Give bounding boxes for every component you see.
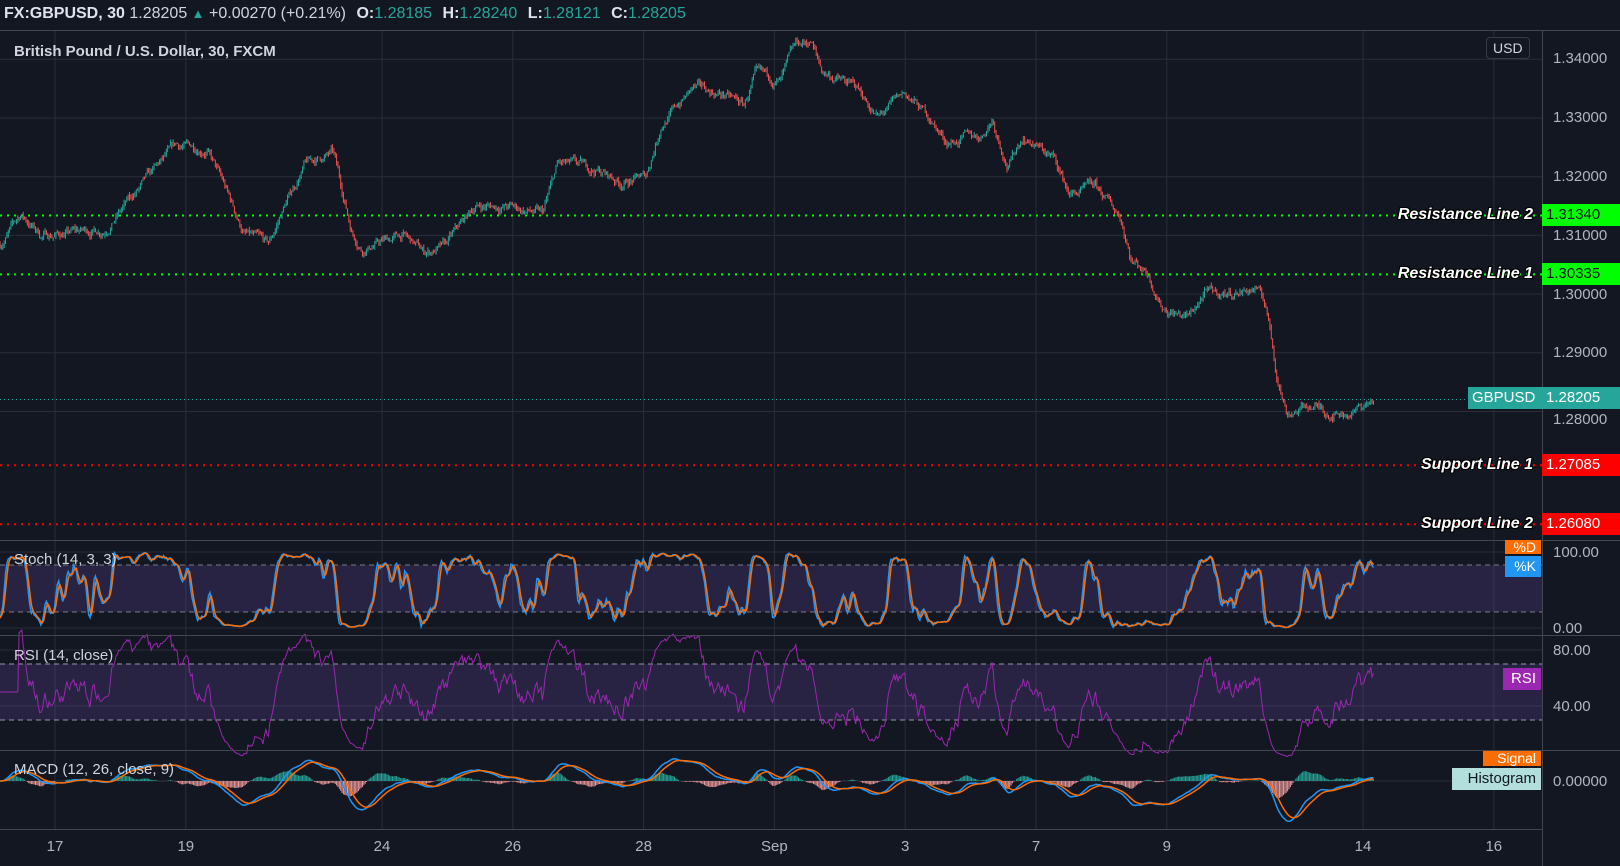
time-label: 19: [177, 838, 195, 855]
time-label: 28: [635, 838, 652, 855]
low-label: L:: [527, 5, 543, 22]
macd-line: [0, 757, 1374, 823]
time-label: 26: [504, 838, 522, 855]
close-value: 1.28205: [628, 5, 686, 22]
time-label: 14: [1354, 838, 1372, 855]
indicators: [0, 550, 1375, 823]
candles: [0, 37, 1374, 423]
level-price-tag: 1.26080: [1542, 513, 1620, 536]
macd-signal-legend: Signal: [1483, 751, 1541, 766]
time-label: 3: [901, 838, 910, 855]
price-tick: 1.30000: [1553, 286, 1608, 304]
stoch-d-legend: %D: [1505, 540, 1541, 554]
stoch-k-legend: %K: [1505, 556, 1541, 577]
price-tick: 1.28000: [1553, 411, 1608, 429]
stoch-tick-0: 0.00: [1553, 620, 1583, 637]
close-label: C:: [611, 5, 629, 22]
level-lines: [0, 214, 1542, 526]
rsi-band: [0, 664, 1542, 720]
high-value: 1.28240: [459, 5, 518, 22]
level-label: Support Line 1: [1421, 456, 1533, 474]
currency-button[interactable]: USD: [1486, 37, 1530, 59]
open-label: O:: [356, 5, 375, 22]
time-label: 7: [1031, 838, 1041, 855]
level-label: Resistance Line 2: [1397, 206, 1533, 224]
macd-pane-title: MACD (12, 26, close, 9): [14, 761, 175, 778]
up-arrow-icon: ▲: [191, 6, 205, 21]
time-label: 16: [1485, 838, 1503, 855]
symbol-header: FX:GBPUSD, 30 1.28205 ▲ +0.00270 (+0.21%…: [0, 0, 1620, 30]
price-tick: 1.32000: [1553, 167, 1608, 185]
symbol-label: FX:GBPUSD, 30: [4, 5, 125, 22]
stoch-d-line: [0, 552, 1375, 629]
rsi-tick-80: 80.00: [1553, 642, 1591, 659]
open-value: 1.28185: [374, 5, 433, 22]
main-pane-title: British Pound / U.S. Dollar, 30, FXCM: [14, 43, 276, 60]
level-price-tag: 1.30335: [1542, 263, 1620, 286]
rsi-line: [0, 629, 1374, 757]
stoch-tick-100: 100.00: [1553, 544, 1599, 561]
price-change: +0.00270 (+0.21%): [209, 5, 346, 22]
pane-borders: [0, 30, 1620, 866]
last-price: 1.28205: [129, 5, 188, 22]
price-tick: 1.29000: [1553, 343, 1608, 361]
low-value: 1.28121: [542, 5, 601, 22]
macd-tick-0: 0.00000: [1553, 773, 1608, 790]
symbol-price-tag: GBPUSD: [1468, 387, 1542, 409]
time-label: Sep: [761, 838, 788, 855]
price-tick: 1.31000: [1553, 227, 1608, 245]
current-price-tag: 1.28205: [1542, 387, 1620, 409]
high-label: H:: [442, 5, 460, 22]
level-price-tag: 1.27085: [1542, 454, 1620, 477]
level-label: Support Line 2: [1421, 515, 1533, 533]
rsi-tick-40: 40.00: [1553, 698, 1591, 715]
time-label: 9: [1162, 838, 1171, 855]
rsi-pane-title: RSI (14, close): [14, 647, 114, 664]
macd-histogram-legend: Histogram: [1452, 768, 1541, 790]
time-label: 24: [373, 838, 391, 855]
price-tick: 1.33000: [1553, 109, 1608, 126]
rsi-legend: RSI: [1503, 668, 1541, 690]
level-price-tag: 1.31340: [1542, 204, 1620, 227]
time-label: 17: [46, 838, 64, 855]
price-tick: 1.34000: [1553, 50, 1608, 68]
macd-signal-line: [0, 759, 1374, 819]
level-label: Resistance Line 1: [1397, 265, 1533, 283]
stoch-pane-title: Stoch (14, 3, 3): [14, 551, 117, 568]
